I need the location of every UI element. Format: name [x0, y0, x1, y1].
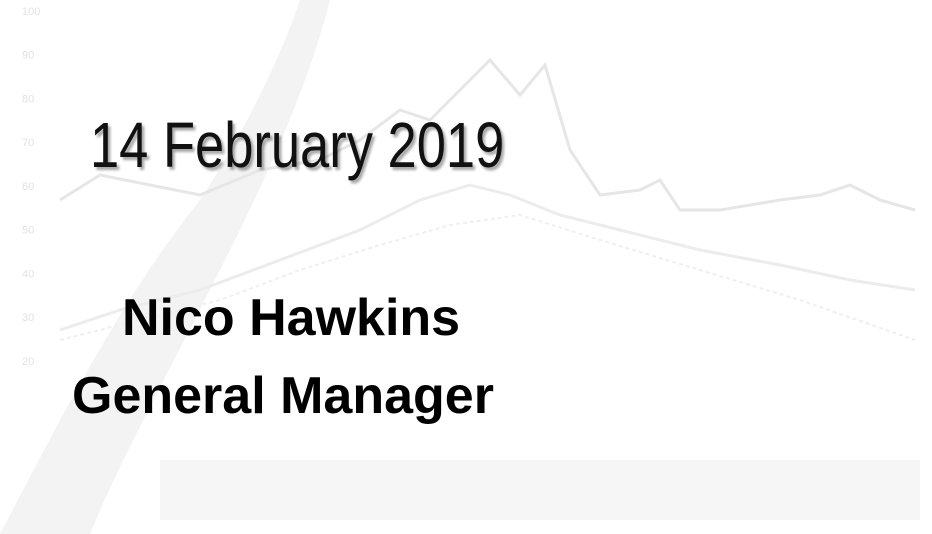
- presenter-name: Nico Hawkins: [122, 289, 461, 347]
- background-tick-label: 40: [22, 268, 34, 280]
- background-line: [59, 183, 916, 332]
- background-axis: 100 90 80 70 60 50 40 30 20: [22, 6, 40, 368]
- background-tick-label: 100: [22, 6, 40, 18]
- background-tick-label: 20: [22, 356, 34, 368]
- background-label-band: [160, 460, 920, 520]
- background-tick-label: 60: [22, 181, 34, 193]
- background-swoosh: [0, 0, 330, 534]
- background-line: [59, 57, 916, 212]
- date: 14 February 2019: [90, 109, 505, 181]
- background-line: [59, 213, 916, 341]
- background-tick-label: 30: [22, 312, 34, 324]
- background-tick-label: 50: [22, 225, 34, 237]
- background-tick-label: 90: [22, 50, 34, 62]
- background-tick-label: 70: [22, 137, 34, 149]
- background-x-labels: [160, 460, 920, 520]
- background-tick-label: 80: [22, 93, 34, 105]
- presenter-role: General Manager: [72, 367, 494, 425]
